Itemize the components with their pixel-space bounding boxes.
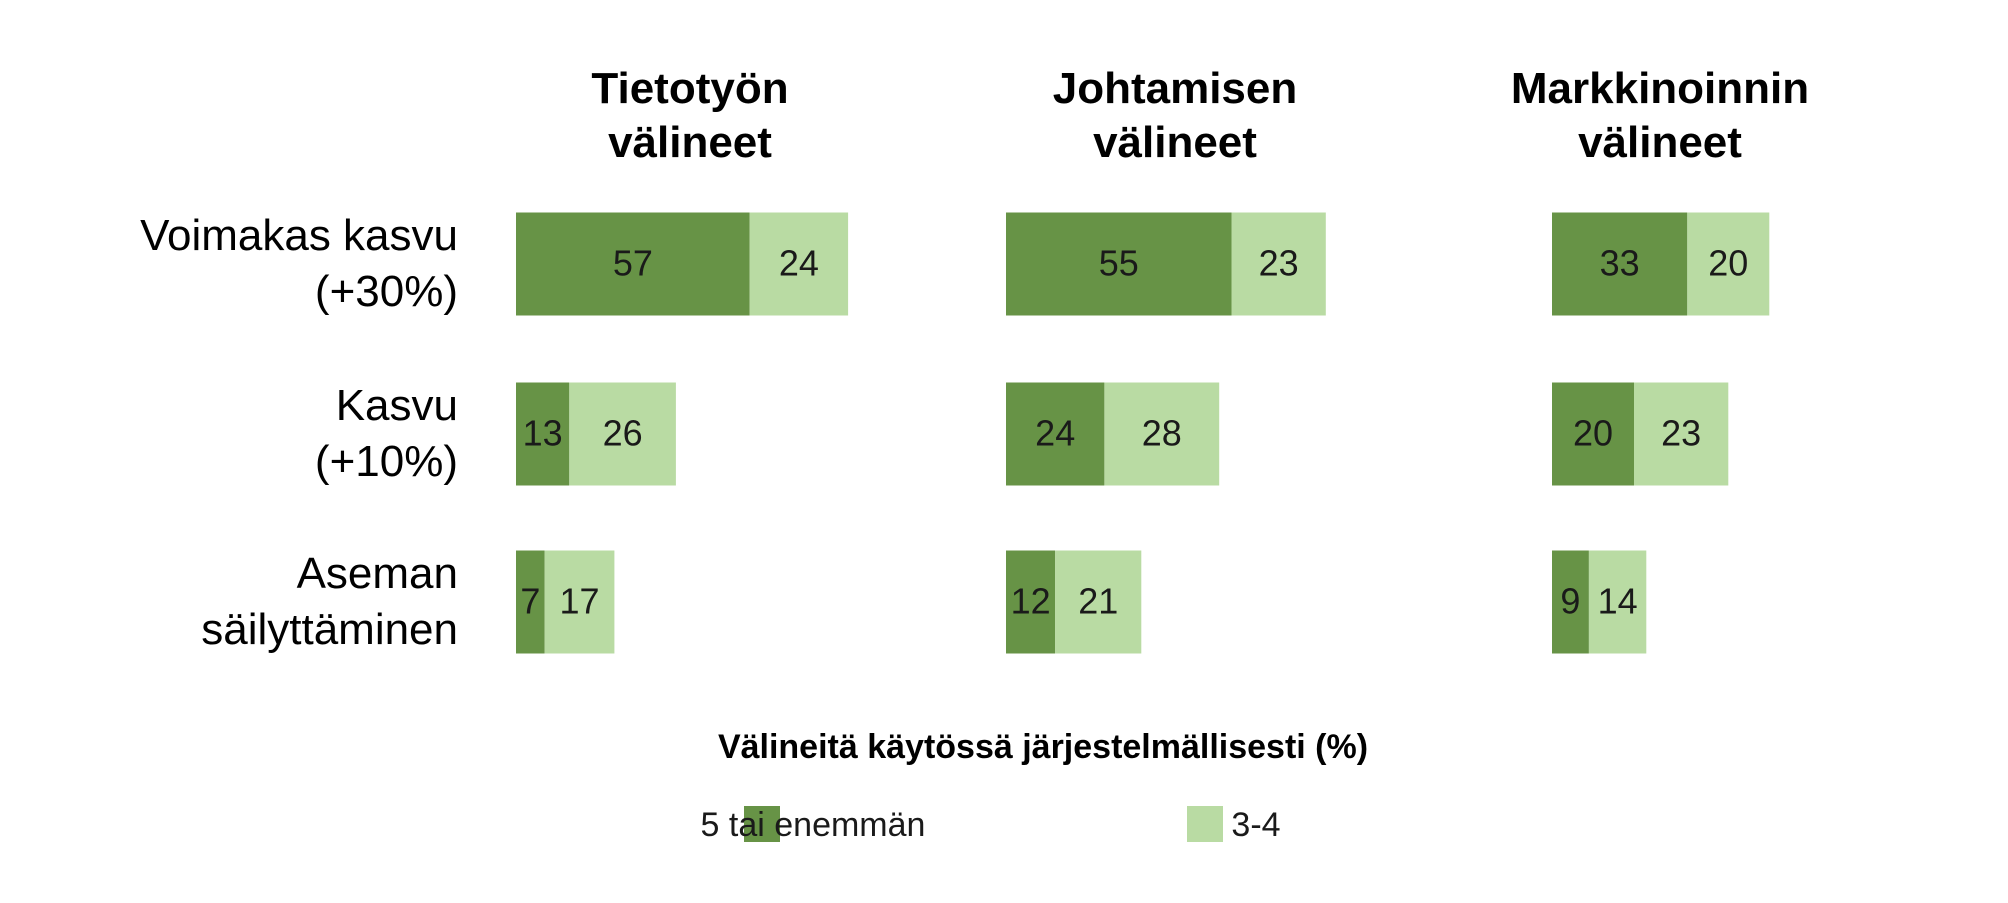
panel-title: Tietotyön välineet	[591, 64, 789, 167]
legend-label: 5 tai enemmän	[701, 806, 926, 844]
category-label: Aseman säilyttäminen	[201, 549, 458, 654]
value-label: 17	[560, 581, 600, 622]
bar-segment	[1104, 382, 1220, 486]
bar-segment	[1634, 382, 1729, 486]
panel-title: Markkinoinnin välineet	[1510, 64, 1810, 167]
value-label: 23	[1259, 243, 1299, 284]
bar-segment	[1055, 550, 1142, 654]
value-label: 57	[613, 243, 653, 284]
bar-segment	[1552, 550, 1589, 654]
bar-segment	[749, 212, 849, 316]
value-label: 23	[1661, 413, 1701, 454]
bar-segment	[1006, 382, 1105, 486]
bar-segment	[1552, 382, 1634, 486]
bar-segment	[1552, 212, 1688, 316]
bar-segment	[544, 550, 615, 654]
value-label: 14	[1598, 581, 1638, 622]
legend-swatch	[744, 806, 780, 842]
bar-segment	[516, 382, 570, 486]
value-label: 24	[779, 243, 819, 284]
value-label: 9	[1560, 581, 1580, 622]
bar-segment	[1588, 550, 1647, 654]
value-label: 7	[520, 581, 540, 622]
bar-segment	[1006, 212, 1232, 316]
value-label: 28	[1142, 413, 1182, 454]
value-label: 12	[1011, 581, 1051, 622]
bar-segment	[569, 382, 676, 486]
value-label: 26	[603, 413, 643, 454]
value-label: 20	[1708, 243, 1748, 284]
value-label: 55	[1099, 243, 1139, 284]
legend-swatch	[1187, 806, 1223, 842]
bar-segment	[1006, 550, 1056, 654]
value-label: 33	[1600, 243, 1640, 284]
legend-label: 3-4	[1231, 806, 1280, 844]
value-label: 21	[1078, 581, 1118, 622]
category-label: Voimakas kasvu (+30%)	[140, 211, 458, 316]
value-label: 24	[1035, 413, 1075, 454]
bar-segment	[1231, 212, 1326, 316]
value-label: 20	[1573, 413, 1613, 454]
bar-segment	[1687, 212, 1770, 316]
value-label: 13	[523, 413, 563, 454]
category-label: Kasvu (+10%)	[314, 381, 458, 486]
bar-segment	[516, 212, 750, 316]
bar-segment	[516, 550, 545, 654]
legend-title: Välineitä käytössä järjestelmällisesti (…	[717, 728, 1369, 766]
panel-title: Johtamisen välineet	[1052, 64, 1298, 167]
